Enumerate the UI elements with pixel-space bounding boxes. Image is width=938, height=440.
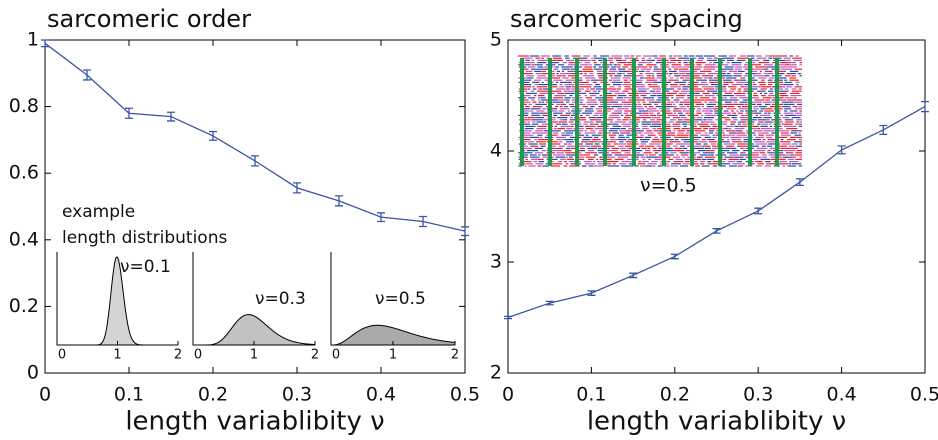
error-bar bbox=[587, 290, 596, 296]
x-axis-label: length variablibity ν bbox=[587, 407, 846, 437]
inset-title: length distributions bbox=[62, 228, 227, 248]
y-tick-label: 2 bbox=[490, 362, 502, 384]
error-bar bbox=[335, 195, 343, 207]
z-line bbox=[748, 58, 752, 166]
error-bar bbox=[545, 300, 554, 306]
x-tick-label: 0.2 bbox=[660, 384, 690, 406]
error-bar bbox=[837, 145, 846, 155]
z-line bbox=[718, 58, 722, 166]
error-bar bbox=[167, 111, 175, 122]
x-tick-label: 0.3 bbox=[282, 384, 312, 406]
z-line bbox=[575, 58, 579, 166]
inset-label: ν=0.5 bbox=[640, 175, 697, 197]
error-bar bbox=[293, 182, 301, 194]
inset-label: ν=0.5 bbox=[375, 289, 426, 309]
chart-title: sarcomeric order bbox=[47, 5, 251, 33]
x-axis-label: length variablibity ν bbox=[125, 407, 384, 437]
z-line bbox=[603, 58, 607, 166]
x-tick-label: 0.4 bbox=[826, 384, 856, 406]
data-line bbox=[507, 106, 926, 319]
plot-frame bbox=[507, 39, 926, 374]
x-tick-label: 0.3 bbox=[743, 384, 773, 406]
error-bar bbox=[754, 207, 763, 215]
inset-tick-label: 0 bbox=[58, 348, 66, 363]
inset-tick-label: 0 bbox=[194, 348, 202, 363]
z-line bbox=[775, 58, 779, 166]
error-bar bbox=[209, 130, 217, 141]
error-bar bbox=[125, 107, 133, 119]
x-tick-label: 0.1 bbox=[576, 384, 606, 406]
error-bar bbox=[712, 228, 721, 234]
error-bar bbox=[795, 178, 804, 187]
error-bar bbox=[629, 272, 638, 279]
inset-tick-label: 2 bbox=[311, 348, 319, 363]
inset-tick-label: 0 bbox=[332, 348, 340, 363]
inset-image bbox=[518, 55, 802, 167]
distribution bbox=[330, 324, 456, 346]
z-line bbox=[690, 58, 694, 166]
error-bar bbox=[41, 39, 49, 48]
inset-label: ν=0.1 bbox=[120, 257, 171, 277]
x-tick-label: 0.2 bbox=[198, 384, 228, 406]
error-bar bbox=[461, 226, 469, 237]
y-tick-label: 0.8 bbox=[9, 95, 39, 117]
z-line bbox=[548, 58, 552, 166]
x-tick-label: 0.5 bbox=[910, 384, 938, 406]
error-bar bbox=[504, 315, 512, 320]
x-tick-label: 0 bbox=[39, 384, 51, 406]
y-tick-label: 0.4 bbox=[9, 228, 39, 250]
y-tick-label: 0 bbox=[27, 362, 39, 384]
inset-tick-label: 2 bbox=[451, 348, 459, 363]
inset-tick-label: 2 bbox=[174, 348, 182, 363]
y-tick-label: 0.6 bbox=[9, 162, 39, 184]
inset-title: example bbox=[62, 202, 135, 222]
chart-title: sarcomeric spacing bbox=[510, 5, 743, 33]
error-bar bbox=[670, 253, 679, 260]
y-tick-label: 1 bbox=[27, 29, 39, 51]
plot-frame bbox=[44, 39, 466, 374]
y-tick-label: 5 bbox=[490, 29, 502, 51]
x-tick-label: 0.4 bbox=[366, 384, 396, 406]
x-tick-label: 0 bbox=[502, 384, 514, 406]
inset-tick-label: 1 bbox=[113, 348, 121, 363]
error-bar bbox=[377, 212, 385, 223]
inset-label: ν=0.3 bbox=[255, 289, 306, 309]
distribution bbox=[193, 314, 316, 346]
x-tick-label: 0.1 bbox=[114, 384, 144, 406]
error-bar bbox=[83, 69, 91, 81]
z-line bbox=[520, 58, 524, 166]
error-bar bbox=[419, 215, 427, 228]
inset-tick-label: 1 bbox=[389, 348, 397, 363]
error-bar bbox=[879, 124, 888, 135]
inset-tick-label: 1 bbox=[250, 348, 258, 363]
y-tick-label: 0.2 bbox=[9, 295, 39, 317]
distribution bbox=[57, 256, 178, 346]
z-line bbox=[662, 58, 666, 166]
error-bar bbox=[921, 100, 929, 113]
error-bar bbox=[251, 155, 259, 167]
x-tick-label: 0.5 bbox=[450, 384, 480, 406]
y-tick-label: 4 bbox=[490, 140, 502, 162]
y-tick-label: 3 bbox=[490, 251, 502, 273]
z-line bbox=[632, 58, 636, 166]
